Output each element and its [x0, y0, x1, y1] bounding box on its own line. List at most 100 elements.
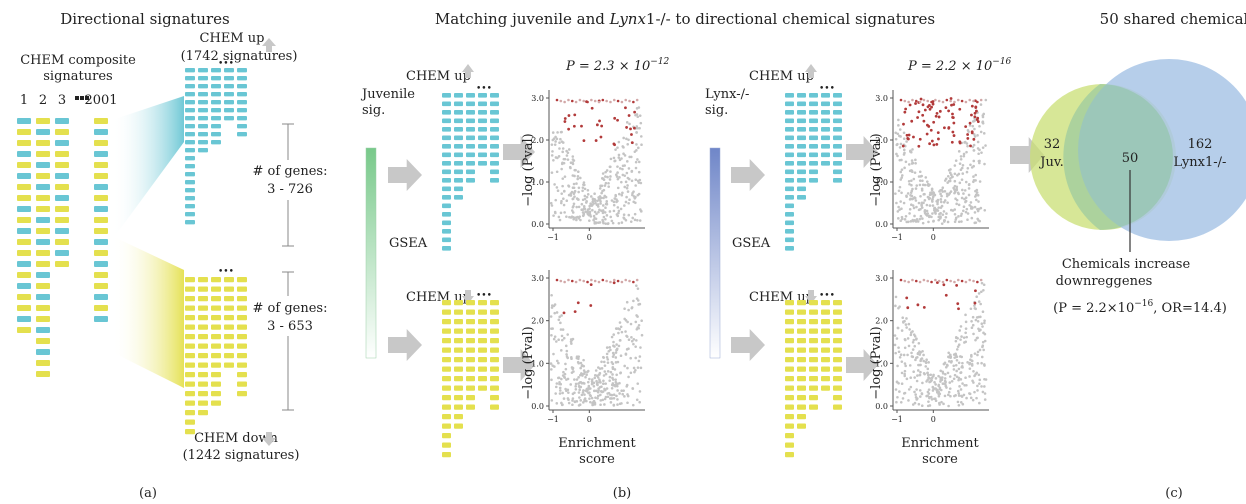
chem-up-cell	[185, 124, 195, 129]
top-row-point	[903, 99, 907, 103]
data-point	[947, 393, 950, 397]
data-point	[970, 355, 973, 358]
data-point	[627, 138, 630, 142]
data-point	[625, 121, 629, 124]
sig-up-cell	[809, 161, 818, 166]
data-point	[621, 145, 625, 148]
data-point	[917, 402, 921, 406]
chem-down-cell	[185, 277, 195, 283]
sig-up-cell	[833, 110, 842, 115]
data-point	[609, 157, 613, 161]
data-point	[954, 363, 958, 367]
chem-down-cell	[237, 296, 247, 302]
data-point	[969, 307, 973, 311]
data-point	[896, 210, 900, 213]
sig-down-cell	[490, 300, 499, 306]
ylabel-juv-bottom: −log (Pval)	[521, 326, 536, 399]
data-point	[573, 378, 576, 381]
data-point	[894, 304, 897, 308]
data-point	[978, 180, 982, 183]
sig-up-cell	[833, 178, 842, 183]
data-point	[560, 140, 564, 143]
significant-point	[938, 109, 942, 113]
data-point	[924, 365, 928, 368]
data-point	[898, 390, 901, 393]
data-point	[934, 399, 938, 403]
chem-down-cell	[224, 362, 234, 368]
data-point	[573, 400, 577, 404]
data-point	[960, 355, 964, 359]
significant-point	[910, 119, 914, 123]
sig-down-cell	[821, 385, 830, 391]
chem-up-cell	[237, 100, 247, 105]
data-point	[549, 362, 553, 365]
data-point	[560, 403, 564, 407]
data-point	[898, 134, 901, 138]
data-point	[617, 211, 620, 215]
significant-point	[572, 124, 576, 128]
data-point	[894, 131, 898, 135]
data-point	[982, 132, 986, 135]
data-point	[897, 217, 900, 220]
composite-cell	[94, 316, 108, 322]
data-point	[922, 193, 926, 196]
data-point	[637, 170, 641, 174]
significant-point	[947, 126, 951, 130]
sig-up-cell	[478, 93, 487, 98]
data-point	[601, 398, 605, 402]
sig-up-cell	[442, 203, 451, 209]
sig-down-cell	[442, 328, 451, 334]
data-point	[640, 333, 644, 337]
data-point	[572, 182, 576, 186]
top-row-point	[582, 99, 586, 103]
data-point	[982, 289, 985, 292]
data-point	[919, 359, 922, 363]
data-point	[980, 290, 983, 294]
sig-up-cell	[478, 144, 487, 149]
significant-point	[931, 102, 935, 106]
chem-up-cell	[237, 68, 247, 73]
top-row-point	[612, 278, 616, 282]
data-point	[627, 213, 631, 217]
sig-down-cell	[821, 376, 830, 382]
data-point	[947, 390, 951, 394]
data-point	[622, 389, 625, 392]
data-point	[582, 358, 585, 362]
venn-right-count: 162	[1188, 137, 1213, 152]
composite-cell	[94, 195, 108, 201]
composite-cell	[17, 195, 31, 201]
sig-down-cell	[833, 319, 842, 325]
sig-down-cell	[454, 395, 463, 401]
data-point	[561, 147, 565, 150]
data-point	[618, 392, 621, 395]
top-row-point	[930, 280, 933, 284]
data-point	[626, 394, 630, 398]
sig-down-cell	[833, 309, 842, 315]
top-row-point	[903, 279, 907, 283]
data-point	[626, 366, 629, 370]
data-point	[590, 378, 594, 381]
significant-point	[595, 123, 599, 127]
flow-arrows	[388, 136, 1044, 381]
data-point	[968, 392, 971, 395]
data-point	[608, 178, 612, 181]
composite-cell	[36, 338, 50, 344]
data-point	[555, 186, 559, 189]
data-point	[614, 378, 617, 381]
data-point	[907, 399, 910, 402]
data-point	[944, 372, 947, 376]
sig-down-cell	[490, 328, 499, 334]
sig-down-cell	[797, 338, 806, 344]
chem-down-cell	[185, 286, 195, 292]
data-point	[902, 137, 906, 141]
chem-down-cell	[185, 362, 195, 368]
data-point	[903, 166, 906, 170]
data-point	[972, 381, 975, 384]
sig-up-cell	[478, 161, 487, 166]
data-point	[611, 366, 615, 369]
ylabel-lynx-top: −log (Pval)	[869, 133, 884, 206]
data-point	[584, 201, 588, 204]
data-point	[553, 365, 556, 368]
chem-up-cell	[198, 76, 208, 81]
sig-up-cell	[797, 101, 806, 107]
